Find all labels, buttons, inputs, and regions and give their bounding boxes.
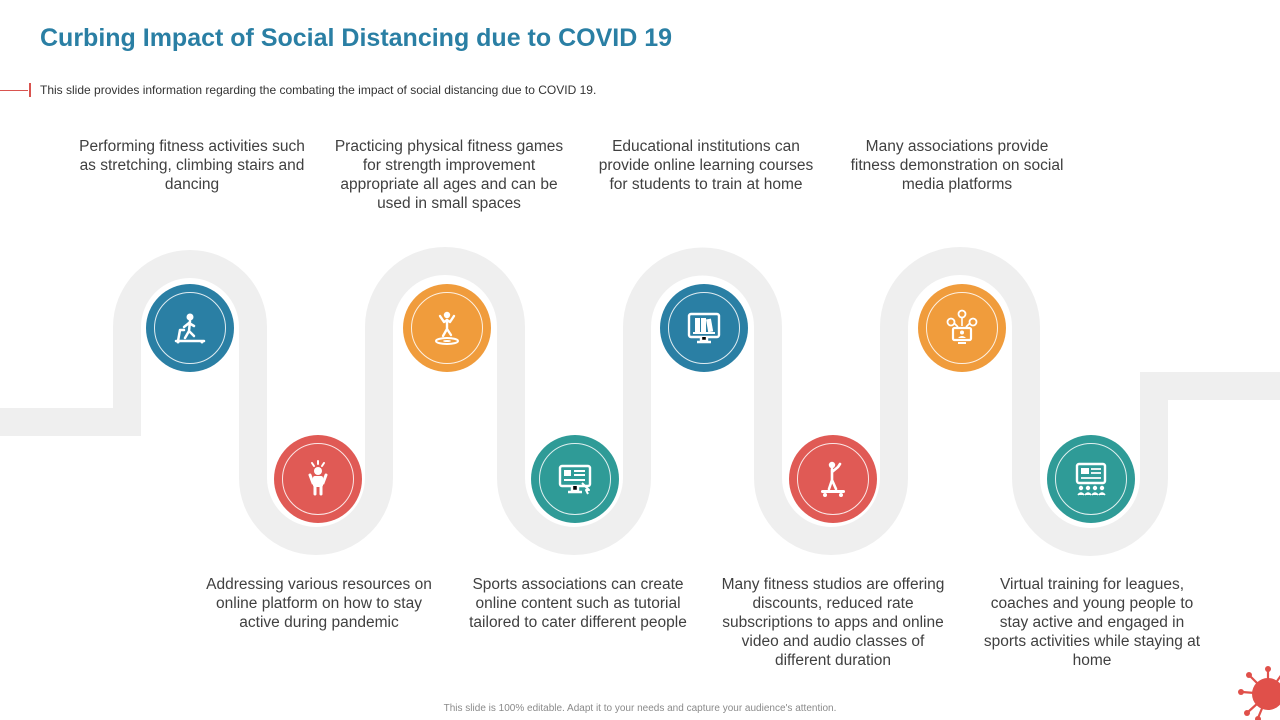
online-tutorial-icon [558, 464, 592, 495]
step-7-circle [918, 284, 1006, 372]
treadmill-icon [174, 313, 206, 344]
step-8-text: Virtual training for leagues, coaches an… [983, 576, 1201, 669]
page-title: Curbing Impact of Social Distancing due … [40, 24, 673, 52]
social-media-icon [946, 309, 978, 344]
child-exercise-icon [308, 460, 328, 496]
online-books-icon [687, 312, 721, 344]
step-4-text: Sports associations can create online co… [469, 576, 687, 631]
step-5-text: Educational institutions can provide onl… [598, 138, 814, 193]
step-5-circle [660, 284, 748, 372]
step-8-circle [1047, 435, 1135, 523]
step-3-circle [403, 284, 491, 372]
subtitle: This slide provides information regardin… [40, 83, 597, 97]
step-2-text: Addressing various resources on online p… [206, 576, 432, 631]
step-4-circle [531, 435, 619, 523]
trampoline-jump-icon [435, 311, 459, 345]
step-3-text: Practicing physical fitness games for st… [334, 138, 564, 212]
skateboard-icon [821, 461, 845, 497]
step-7-text: Many associations provide fitness demons… [850, 138, 1064, 193]
virus-decoration-icon [1238, 666, 1280, 720]
step-2-circle [274, 435, 362, 523]
subtitle-divider [0, 90, 28, 91]
footer-note: This slide is 100% editable. Adapt it to… [443, 703, 837, 714]
path-stroke [0, 247, 1280, 556]
step-6-circle [789, 435, 877, 523]
virtual-training-icon [1075, 462, 1107, 496]
subtitle-accent [29, 83, 31, 97]
step-1-circle [146, 284, 234, 372]
step-6-text: Many fitness studios are offering discou… [721, 576, 945, 669]
step-1-text: Performing fitness activities such as st… [79, 138, 305, 193]
